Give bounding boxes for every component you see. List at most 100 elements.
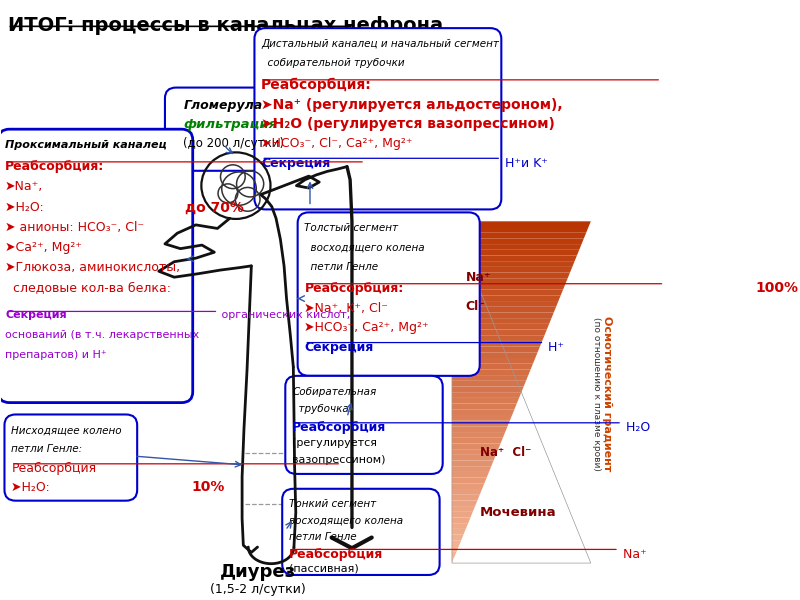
Polygon shape xyxy=(452,495,480,500)
Text: Проксимальный каналец: Проксимальный каналец xyxy=(5,140,167,150)
Text: Секреция: Секреция xyxy=(305,341,374,354)
Text: собирательной трубочки: собирательной трубочки xyxy=(262,58,405,68)
Polygon shape xyxy=(452,352,538,358)
Text: петли Генле:: петли Генле: xyxy=(11,443,82,454)
Polygon shape xyxy=(452,278,568,284)
Polygon shape xyxy=(452,557,454,563)
Polygon shape xyxy=(452,227,589,233)
Polygon shape xyxy=(452,461,494,466)
Polygon shape xyxy=(452,307,556,313)
Polygon shape xyxy=(452,529,466,535)
Polygon shape xyxy=(452,295,561,301)
Polygon shape xyxy=(452,432,505,438)
Text: следовые кол-ва белка:: следовые кол-ва белка: xyxy=(5,281,175,295)
Polygon shape xyxy=(452,370,530,375)
Text: ➤Ca²⁺, Mg²⁺: ➤Ca²⁺, Mg²⁺ xyxy=(5,241,82,254)
Polygon shape xyxy=(452,455,496,461)
Text: Гломерула: Гломерула xyxy=(183,100,262,112)
Polygon shape xyxy=(452,478,486,484)
Text: H⁺: H⁺ xyxy=(545,341,565,354)
Text: оснований (в т.ч. лекарственных: оснований (в т.ч. лекарственных xyxy=(5,330,199,340)
FancyBboxPatch shape xyxy=(282,489,440,575)
Polygon shape xyxy=(452,313,554,318)
Polygon shape xyxy=(452,221,591,227)
Polygon shape xyxy=(452,409,514,415)
Text: ➤ анионы: HCO₃⁻, Cl⁻: ➤ анионы: HCO₃⁻, Cl⁻ xyxy=(5,221,144,234)
Text: ➤HCO₃⁻, Cl⁻, Ca²⁺, Mg²⁺: ➤HCO₃⁻, Cl⁻, Ca²⁺, Mg²⁺ xyxy=(262,137,413,150)
Text: Мочевина: Мочевина xyxy=(480,506,556,518)
FancyBboxPatch shape xyxy=(165,88,282,171)
Text: Секреция: Секреция xyxy=(5,310,66,320)
Text: органических кислот,: органических кислот, xyxy=(218,310,350,320)
Polygon shape xyxy=(452,404,517,409)
Polygon shape xyxy=(452,449,498,455)
FancyBboxPatch shape xyxy=(254,28,502,209)
Polygon shape xyxy=(452,238,584,244)
Polygon shape xyxy=(452,301,558,307)
Polygon shape xyxy=(452,290,563,295)
Polygon shape xyxy=(452,244,582,250)
Polygon shape xyxy=(452,381,526,386)
Text: Толстый сегмент: Толстый сегмент xyxy=(305,223,398,233)
Polygon shape xyxy=(452,267,572,272)
Polygon shape xyxy=(452,523,468,529)
Polygon shape xyxy=(452,329,547,335)
Text: (регулируется: (регулируется xyxy=(292,438,377,448)
Text: Нисходящее колено: Нисходящее колено xyxy=(11,425,122,435)
Text: (до 200 л/сутки): (до 200 л/сутки) xyxy=(183,137,285,150)
Text: Реабсорбция: Реабсорбция xyxy=(292,421,386,434)
Text: ➤Na⁺, K⁺, Cl⁻: ➤Na⁺, K⁺, Cl⁻ xyxy=(305,302,388,314)
Polygon shape xyxy=(452,324,549,329)
FancyBboxPatch shape xyxy=(298,212,480,376)
Polygon shape xyxy=(452,518,470,523)
Text: ➤Na⁺,: ➤Na⁺, xyxy=(5,180,43,193)
Text: до 70%: до 70% xyxy=(185,200,244,215)
Polygon shape xyxy=(452,551,457,557)
Text: препаратов) и H⁺: препаратов) и H⁺ xyxy=(5,350,107,360)
Polygon shape xyxy=(452,398,519,404)
Text: петли Генле: петли Генле xyxy=(305,262,378,272)
Polygon shape xyxy=(452,341,542,347)
Polygon shape xyxy=(452,438,503,443)
Text: Реабсорбция:: Реабсорбция: xyxy=(262,78,372,92)
Text: вазопрессином): вазопрессином) xyxy=(292,455,386,466)
Text: ➤H₂O:: ➤H₂O: xyxy=(5,200,48,214)
Text: H⁺и K⁺: H⁺и K⁺ xyxy=(501,157,548,170)
Polygon shape xyxy=(452,256,577,261)
Polygon shape xyxy=(452,546,459,551)
Text: ➤Глюкоза, аминокислоты,: ➤Глюкоза, аминокислоты, xyxy=(5,261,180,274)
FancyBboxPatch shape xyxy=(0,129,193,403)
Text: (пассивная): (пассивная) xyxy=(289,563,358,574)
Text: Дистальный каналец и начальный сегмент: Дистальный каналец и начальный сегмент xyxy=(262,39,499,49)
Polygon shape xyxy=(452,364,533,370)
Polygon shape xyxy=(452,347,540,352)
Polygon shape xyxy=(452,415,512,421)
FancyBboxPatch shape xyxy=(286,376,442,474)
Text: (по отношению к плазме крови): (по отношению к плазме крови) xyxy=(592,317,601,470)
Polygon shape xyxy=(452,261,574,267)
FancyBboxPatch shape xyxy=(5,415,137,500)
Polygon shape xyxy=(452,506,475,512)
Polygon shape xyxy=(452,358,535,364)
Text: Тонкий сегмент: Тонкий сегмент xyxy=(289,499,376,509)
Text: Na⁺: Na⁺ xyxy=(619,548,646,560)
Polygon shape xyxy=(452,250,579,256)
Polygon shape xyxy=(452,375,528,381)
Polygon shape xyxy=(452,335,545,341)
Text: Реабсорбция:: Реабсорбция: xyxy=(5,160,104,173)
Text: 10%: 10% xyxy=(191,481,225,494)
Polygon shape xyxy=(452,443,501,449)
Text: H₂O: H₂O xyxy=(622,421,650,434)
Polygon shape xyxy=(452,466,491,472)
Polygon shape xyxy=(452,233,586,238)
Polygon shape xyxy=(452,284,566,290)
Polygon shape xyxy=(452,512,473,518)
Text: восходящего колена: восходящего колена xyxy=(305,243,425,253)
Text: Реабсорбция: Реабсорбция xyxy=(289,548,383,560)
Text: ➤Na⁺ (регулируется альдостероном),: ➤Na⁺ (регулируется альдостероном), xyxy=(262,98,563,112)
Text: Секреция: Секреция xyxy=(262,157,330,170)
Text: 100%: 100% xyxy=(755,281,798,295)
Text: Осмотический градиент: Осмотический градиент xyxy=(602,316,613,472)
Text: восходящего колена: восходящего колена xyxy=(289,515,403,526)
Text: (1,5-2 л/сутки): (1,5-2 л/сутки) xyxy=(210,583,306,596)
